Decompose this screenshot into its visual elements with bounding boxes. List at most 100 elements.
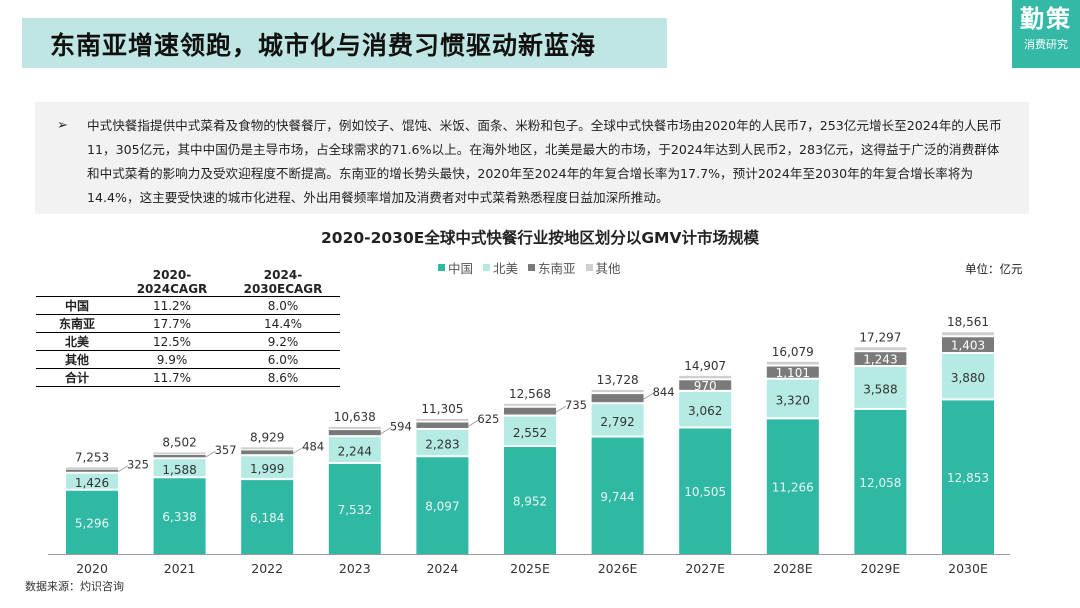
table-row: 中国 11.2% 8.0% (36, 296, 340, 315)
bar-china (66, 490, 118, 554)
row-label: 合计 (36, 368, 118, 387)
data-label-total: 16,079 (772, 345, 814, 359)
brand-logo: 勤策 消费研究 (1012, 0, 1080, 68)
bar-china (328, 463, 381, 554)
data-label-china: 7,532 (338, 503, 372, 517)
legend-item-other: 其他 (585, 258, 621, 277)
bar-southeast-asia (416, 422, 469, 428)
bar-china (416, 457, 469, 554)
row-label: 北美 (36, 332, 118, 351)
legend-label: 东南亚 (538, 261, 576, 276)
x-tick-label: 2022 (251, 561, 283, 576)
data-label-total: 12,568 (509, 387, 551, 401)
legend-label: 中国 (448, 261, 474, 276)
legend-item-north-america: 北美 (483, 258, 518, 277)
data-label-southeast-asia: 357 (215, 443, 237, 457)
cagr-value: 9.9% (118, 350, 226, 369)
cagr-value: 9.2% (226, 332, 340, 351)
legend-label: 其他 (595, 261, 621, 276)
cagr-value: 8.0% (226, 296, 340, 315)
bar-china (679, 428, 732, 554)
bar-southeast-asia (591, 394, 644, 403)
legend-swatch-north-america (483, 264, 491, 271)
x-tick-label: 2023 (339, 561, 371, 576)
table-row: 北美 12.5% 9.2% (36, 332, 340, 351)
bar-other (679, 375, 732, 379)
data-label-china: 9,744 (600, 490, 634, 504)
data-label-southeast-asia: 970 (694, 379, 717, 393)
leader-line (468, 419, 479, 427)
chart-legend: 中国 北美 东南亚 其他 (438, 258, 621, 277)
data-label-china: 10,505 (684, 485, 726, 499)
bar-north-america (766, 379, 819, 418)
bar-north-america (153, 459, 206, 477)
x-tick-label: 2021 (164, 561, 196, 576)
data-label-southeast-asia: 625 (477, 412, 499, 426)
data-label-southeast-asia: 1,403 (951, 339, 985, 353)
data-source: 数据来源：灼识咨询 (25, 580, 124, 593)
row-label: 中国 (36, 296, 118, 315)
data-label-total: 8,502 (162, 435, 196, 449)
x-tick-label: 2020 (76, 561, 108, 576)
cagr-header-2020-2024: 2020-2024CAGR (136, 268, 208, 296)
cagr-value: 11.2% (118, 296, 226, 315)
bar-china (854, 409, 907, 554)
chart-title: 2020-2030E全球中式快餐行业按地区划分以GMV计市场规模 (321, 229, 759, 247)
bar-north-america (416, 429, 469, 456)
data-label-total: 14,907 (684, 359, 726, 373)
leader-line (380, 427, 392, 434)
data-label-china: 6,184 (250, 511, 284, 525)
table-row: 其他 9.9% 6.0% (36, 350, 340, 369)
table-row: 东南亚 17.7% 14.4% (36, 314, 340, 333)
bar-other (766, 361, 819, 365)
data-label-china: 11,266 (772, 481, 814, 495)
data-label-china: 12,058 (859, 476, 901, 490)
x-tick-label: 2030E (948, 561, 988, 576)
x-tick-label: 2026E (598, 561, 638, 576)
data-label-total: 8,929 (250, 430, 284, 444)
cagr-header-2024-2030: 2024-2030ECAGR (243, 268, 323, 296)
data-label-southeast-asia: 1,101 (776, 366, 810, 380)
x-tick-label: 2029E (861, 561, 901, 576)
bar-north-america (66, 473, 118, 489)
leader-line (117, 465, 129, 473)
bar-southeast-asia (241, 450, 294, 455)
cagr-table: 2020-2024CAGR 2024-2030ECAGR 中国 11.2% 8.… (36, 268, 340, 387)
data-label-north-america: 1,426 (75, 476, 109, 490)
bar-other (241, 447, 294, 450)
row-label: 东南亚 (36, 314, 118, 333)
cagr-header-row: 2020-2024CAGR 2024-2030ECAGR (36, 268, 340, 297)
bar-other (504, 403, 556, 406)
data-label-north-america: 3,320 (776, 394, 810, 408)
data-label-total: 13,728 (597, 373, 639, 387)
data-label-southeast-asia: 484 (302, 439, 324, 453)
data-label-north-america: 2,244 (338, 445, 372, 459)
bar-other (591, 389, 644, 393)
data-label-china: 5,296 (75, 516, 109, 530)
bar-southeast-asia (942, 337, 994, 353)
bar-southeast-asia (854, 352, 907, 366)
data-label-china: 8,097 (425, 500, 459, 514)
cagr-value: 14.4% (226, 314, 340, 333)
x-tick-label: 2027E (685, 561, 725, 576)
leader-line (555, 405, 567, 413)
data-label-total: 18,561 (947, 315, 989, 329)
bar-north-america (854, 367, 907, 408)
page-title: 东南亚增速领跑，城市化与消费习惯驱动新蓝海 (50, 31, 597, 60)
cagr-value: 8.6% (226, 368, 340, 387)
data-label-north-america: 2,283 (425, 438, 459, 452)
bar-other (416, 418, 469, 421)
bar-china (591, 437, 644, 554)
leader-line (292, 446, 304, 454)
data-label-southeast-asia: 325 (127, 458, 149, 472)
bar-china (153, 478, 206, 554)
data-label-north-america: 1,999 (250, 462, 284, 476)
bar-southeast-asia (504, 407, 556, 415)
data-label-southeast-asia: 1,243 (863, 353, 897, 367)
data-label-total: 11,305 (421, 402, 463, 416)
data-label-north-america: 3,880 (951, 371, 985, 385)
title-banner: 东南亚增速领跑，城市化与消费习惯驱动新蓝海 (22, 18, 667, 68)
cagr-value: 6.0% (226, 350, 340, 369)
bar-other (854, 347, 907, 351)
